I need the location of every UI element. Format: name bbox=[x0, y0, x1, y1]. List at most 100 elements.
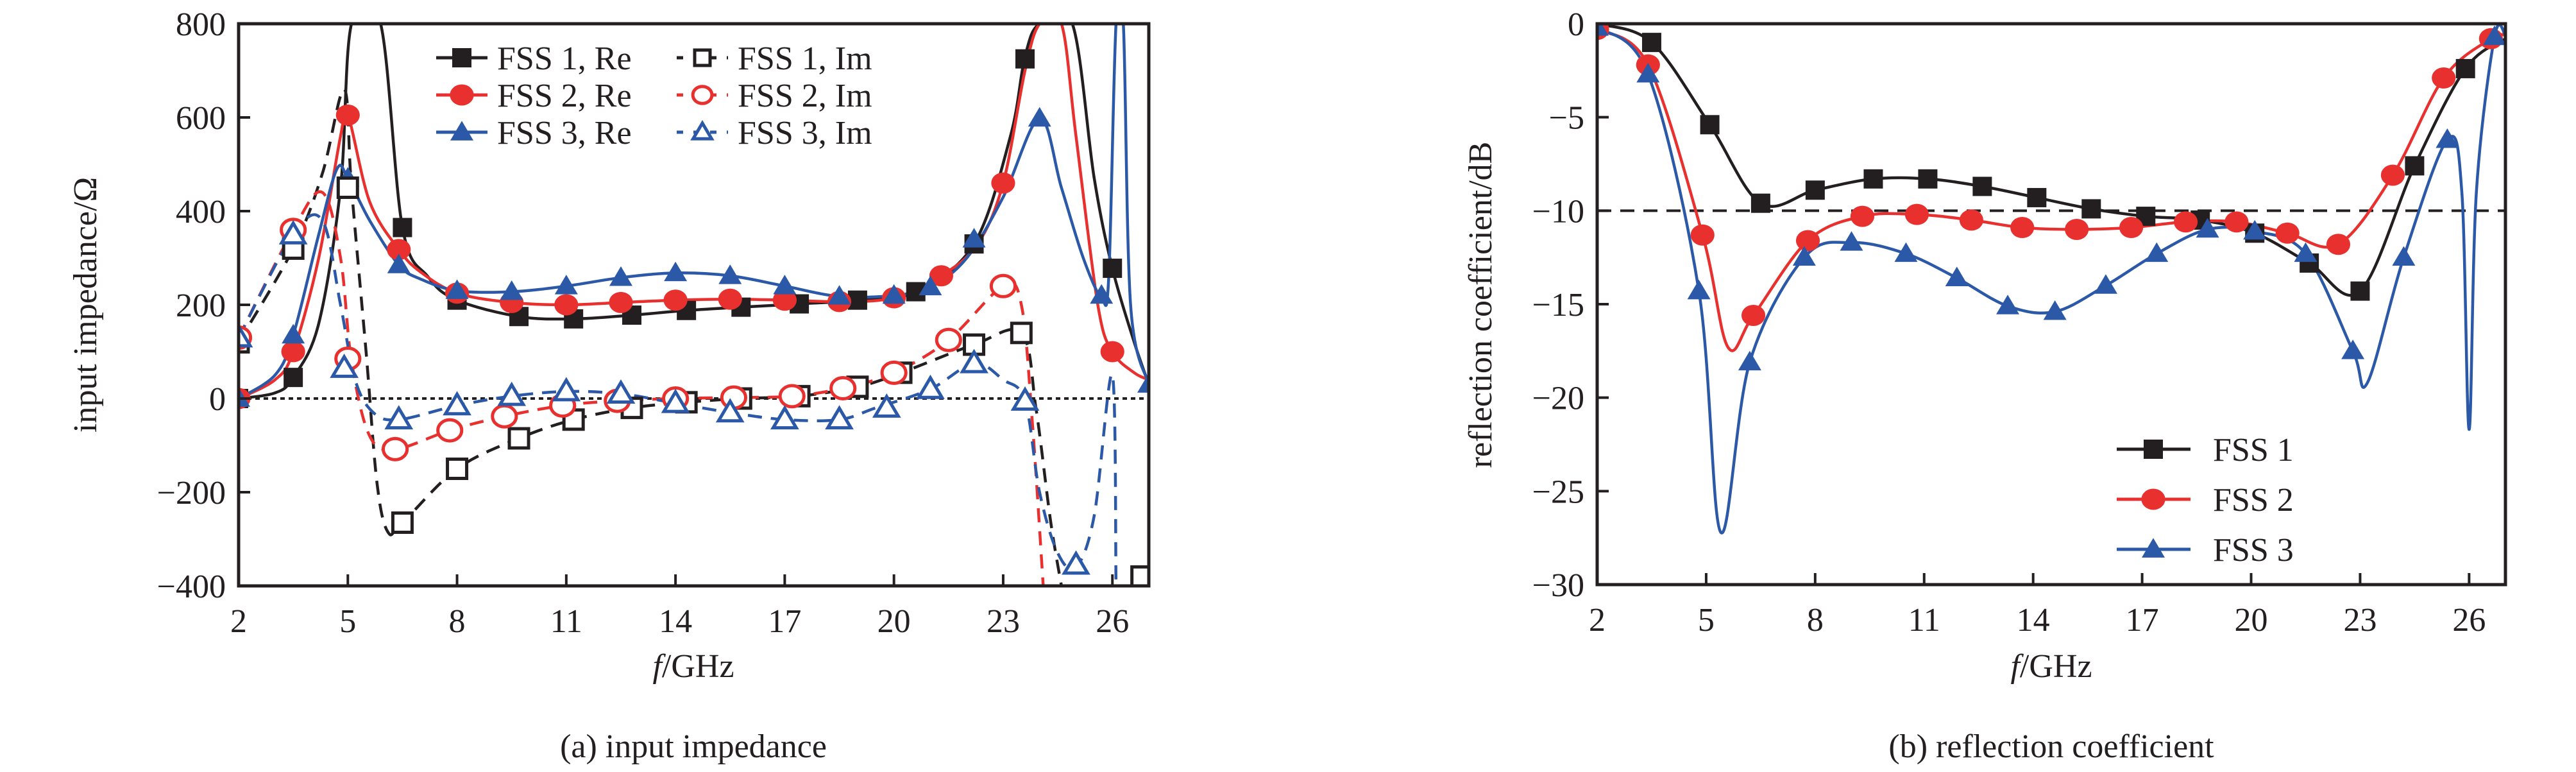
a-data-point-triangle bbox=[718, 264, 742, 284]
a-y-tick-label: −400 bbox=[157, 569, 226, 605]
a-data-point-triangle bbox=[962, 228, 986, 248]
b-legend-item: FSS 3 bbox=[2117, 532, 2294, 569]
b-y-axis-title: reflection coefficient/dB bbox=[1462, 142, 1499, 468]
a-legend-label: FSS 2, Im bbox=[738, 78, 872, 114]
b-data-point-triangle bbox=[2196, 218, 2219, 238]
b-legend: FSS 1 FSS 2 FSS 3 bbox=[2117, 432, 2294, 569]
a-data-point-triangle bbox=[445, 279, 469, 299]
b-data-point-circle bbox=[2065, 218, 2089, 240]
b-x-tick-label: 20 bbox=[2235, 602, 2268, 639]
b-data-point-square bbox=[1972, 176, 1992, 196]
b-series-line-1 bbox=[1597, 24, 2505, 297]
a-data-point-triangle bbox=[384, 405, 414, 430]
b-data-point-square bbox=[2081, 199, 2101, 219]
b-data-point-triangle bbox=[2436, 128, 2459, 148]
panel-input-impedance: 2 5 8 11 14 17 20 23 26 −400 −200 0 200 400 600 800 inp… bbox=[67, 6, 1151, 765]
a-data-point-triangle bbox=[661, 388, 690, 413]
a-data-point-circle bbox=[609, 291, 633, 313]
a-y-tick-label: 200 bbox=[176, 287, 226, 324]
a-data-point-triangle bbox=[1010, 386, 1040, 411]
a-data-point-triangle bbox=[282, 323, 305, 344]
a-data-point-circle bbox=[1100, 341, 1124, 363]
a-axis-ticks: 2 5 8 11 14 17 20 23 26 −400 −200 0 200 400 600 800 bbox=[157, 6, 1130, 640]
b-data-point-square bbox=[1750, 193, 1770, 213]
a-data-point-triangle bbox=[827, 285, 851, 305]
a-data-point-triangle bbox=[552, 377, 581, 402]
b-legend-label: FSS 3 bbox=[2213, 532, 2294, 569]
b-data-point-circle bbox=[2275, 222, 2300, 244]
b-data-point-square bbox=[1641, 33, 1661, 53]
a-legend-label: FSS 1, Re bbox=[497, 40, 632, 77]
b-series-lines bbox=[1597, 24, 2505, 535]
a-x-tick-label: 8 bbox=[449, 603, 466, 640]
a-legend-item: FSS 2, Im bbox=[677, 78, 872, 114]
b-y-tick-label: −15 bbox=[1532, 287, 1584, 323]
a-data-point-circle bbox=[387, 239, 411, 261]
b-data-point-triangle bbox=[2145, 242, 2169, 262]
b-legend-item: FSS 1 bbox=[2117, 432, 2294, 468]
a-x-tick-label: 5 bbox=[339, 603, 356, 640]
b-x-tick-label: 8 bbox=[1807, 602, 1824, 639]
a-y-tick-label: 0 bbox=[209, 381, 226, 418]
a-data-point-square bbox=[336, 176, 359, 199]
a-x-tick-label: 26 bbox=[1096, 603, 1129, 640]
b-legend-item: FSS 2 bbox=[2117, 482, 2294, 519]
a-data-point-triangle bbox=[443, 391, 471, 416]
a-legend-marker-circle bbox=[450, 84, 474, 106]
a-data-point-triangle bbox=[825, 405, 854, 430]
b-y-tick-label: −5 bbox=[1549, 100, 1584, 137]
a-data-point-circle bbox=[335, 104, 360, 126]
b-data-point-triangle bbox=[2294, 242, 2318, 262]
a-data-point-circle bbox=[829, 375, 857, 400]
a-data-point-triangle bbox=[1090, 284, 1114, 304]
a-data-point-triangle bbox=[239, 387, 250, 407]
b-plot-frame bbox=[1595, 22, 2507, 587]
b-data-point-triangle bbox=[2392, 246, 2416, 266]
b-data-point-circle bbox=[2173, 211, 2198, 233]
b-x-tick-label: 17 bbox=[2126, 602, 2159, 639]
b-data-point-triangle bbox=[1894, 242, 1918, 262]
b-data-point-triangle bbox=[1996, 295, 2020, 314]
a-legend-marker-circle bbox=[691, 85, 714, 105]
a-legend-label: FSS 3, Im bbox=[738, 115, 872, 151]
b-data-point-triangle bbox=[1840, 231, 1863, 251]
a-legend-item: FSS 1, Re bbox=[436, 40, 632, 77]
a-legend-item: FSS 1, Im bbox=[677, 40, 872, 77]
a-data-point-triangle bbox=[239, 323, 253, 348]
b-data-point-square bbox=[1805, 180, 1825, 200]
b-data-point-circle bbox=[1795, 230, 1820, 252]
b-series-line-3 bbox=[1597, 24, 2505, 535]
a-data-point-circle bbox=[935, 327, 962, 352]
a-data-point-square bbox=[391, 511, 414, 534]
b-x-axis-title: f/GHz bbox=[2010, 648, 2092, 685]
a-data-point-triangle bbox=[606, 379, 636, 404]
a-legend-marker-square bbox=[452, 48, 471, 67]
a-x-tick-label: 14 bbox=[659, 603, 692, 640]
b-data-point-triangle bbox=[2043, 300, 2067, 320]
b-data-point-triangle bbox=[1945, 266, 1969, 287]
b-data-point-circle bbox=[1741, 304, 1766, 326]
b-data-point-triangle bbox=[2094, 274, 2117, 294]
b-y-tick-label: −25 bbox=[1532, 474, 1584, 510]
a-data-point-triangle bbox=[1137, 373, 1149, 393]
b-y-tick-label: −30 bbox=[1532, 567, 1584, 604]
b-y-tick-label: 0 bbox=[1568, 6, 1584, 43]
a-data-point-triangle bbox=[882, 284, 906, 304]
b-data-point-square bbox=[1918, 169, 1938, 189]
b-axis-ticks: 2 5 8 11 14 17 20 23 26 −30 −25 −20 −15 −10 −5 0 bbox=[1532, 6, 2486, 639]
b-data-point-square bbox=[2350, 281, 2370, 301]
b-x-tick-label: 5 bbox=[1698, 602, 1715, 639]
a-y-axis-title: input impedance/Ω bbox=[67, 177, 104, 433]
a-legend-item: FSS 2, Re bbox=[436, 78, 632, 114]
a-data-point-triangle bbox=[1062, 550, 1090, 575]
b-x-tick-label: 26 bbox=[2452, 602, 2486, 639]
b-data-point-square bbox=[2027, 187, 2047, 207]
b-y-tick-label: −20 bbox=[1532, 381, 1584, 417]
a-data-point-triangle bbox=[919, 275, 942, 296]
a-data-point-square bbox=[393, 218, 412, 237]
b-y-tick-label: −10 bbox=[1532, 193, 1584, 230]
panel-reflection-coefficient: 2 5 8 11 14 17 20 23 26 −30 −25 −20 −15 −10 −5 0 reflec… bbox=[1462, 6, 2507, 765]
a-data-point-triangle bbox=[330, 353, 359, 378]
b-x-tick-label: 14 bbox=[2017, 602, 2050, 639]
a-data-point-circle bbox=[436, 418, 464, 443]
